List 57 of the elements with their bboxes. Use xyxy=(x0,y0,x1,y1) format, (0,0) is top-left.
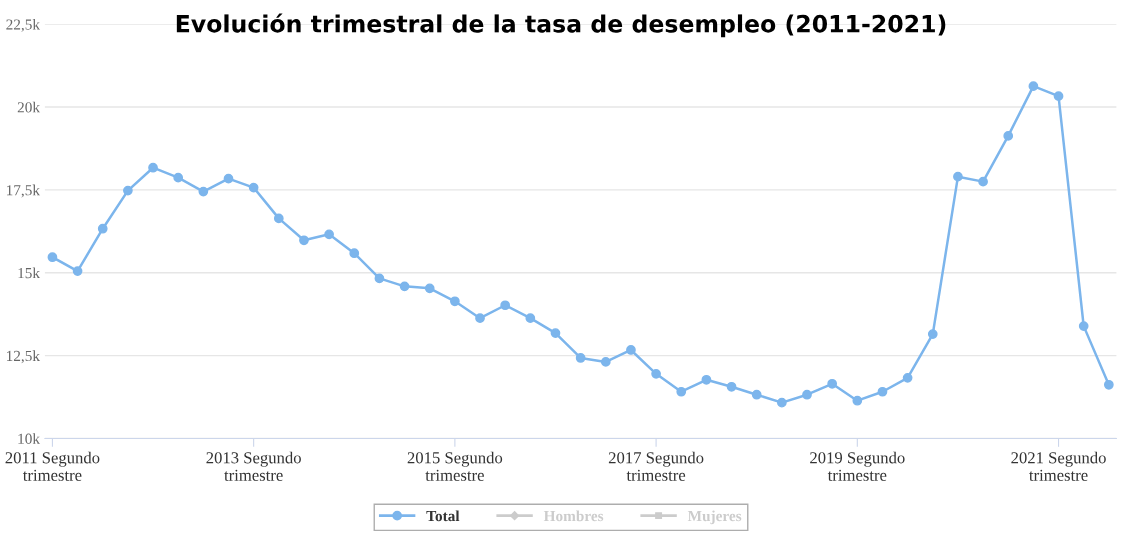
point xyxy=(877,386,888,397)
point xyxy=(450,296,460,307)
y-tick-label: 15k xyxy=(18,267,41,279)
point xyxy=(600,357,611,367)
point xyxy=(726,381,737,392)
y-tick-label: 12,5k xyxy=(6,350,41,364)
point xyxy=(1053,91,1064,101)
point xyxy=(223,173,234,184)
x-tick-label: 2013 Segundo trimestre xyxy=(206,451,301,481)
point xyxy=(953,171,963,182)
point xyxy=(978,176,988,187)
point xyxy=(701,374,712,385)
point xyxy=(827,378,838,389)
point xyxy=(173,172,184,183)
x-tick-label: 2019 Segundo trimestre xyxy=(810,451,905,481)
point xyxy=(299,235,309,246)
point xyxy=(902,372,913,383)
point xyxy=(676,386,687,397)
point xyxy=(776,397,787,408)
point xyxy=(47,252,58,263)
point xyxy=(575,353,586,363)
point xyxy=(374,273,385,284)
x-tick-label: 2015 Segundo trimestre xyxy=(407,451,503,481)
point xyxy=(550,328,561,338)
point xyxy=(802,389,812,400)
legend-label: Total xyxy=(426,510,460,522)
point xyxy=(349,248,360,259)
x-tick-label: 2021 Segundo trimestre xyxy=(1011,451,1106,481)
y-tick-label: 20k xyxy=(17,101,41,113)
y-tick-label: 22,5k xyxy=(6,18,41,32)
point xyxy=(72,266,83,276)
point xyxy=(626,345,636,355)
point xyxy=(1103,379,1114,390)
y-tick-label: 10k xyxy=(18,433,41,444)
point xyxy=(525,313,536,324)
point xyxy=(198,186,209,197)
point xyxy=(927,329,938,339)
point xyxy=(500,300,511,311)
point xyxy=(148,162,158,173)
point xyxy=(424,283,435,294)
point xyxy=(1078,321,1089,331)
y-tick-label: 17,5k xyxy=(6,184,41,198)
point xyxy=(97,223,108,234)
point xyxy=(399,281,410,292)
point xyxy=(651,368,661,379)
point xyxy=(1028,81,1039,92)
point xyxy=(248,182,259,193)
point xyxy=(273,213,284,224)
chart-title: Evolución trimestral de la tasa de desempleo (2011-2021) xyxy=(176,13,946,38)
point xyxy=(475,313,485,324)
point xyxy=(751,389,762,400)
x-tick-label: 2017 Segundo trimestre xyxy=(608,451,704,481)
point xyxy=(324,229,334,240)
x-tick-label: 2011 Segundo trimestre xyxy=(5,451,100,481)
point xyxy=(1003,131,1014,141)
point xyxy=(123,185,133,196)
point xyxy=(852,395,863,406)
